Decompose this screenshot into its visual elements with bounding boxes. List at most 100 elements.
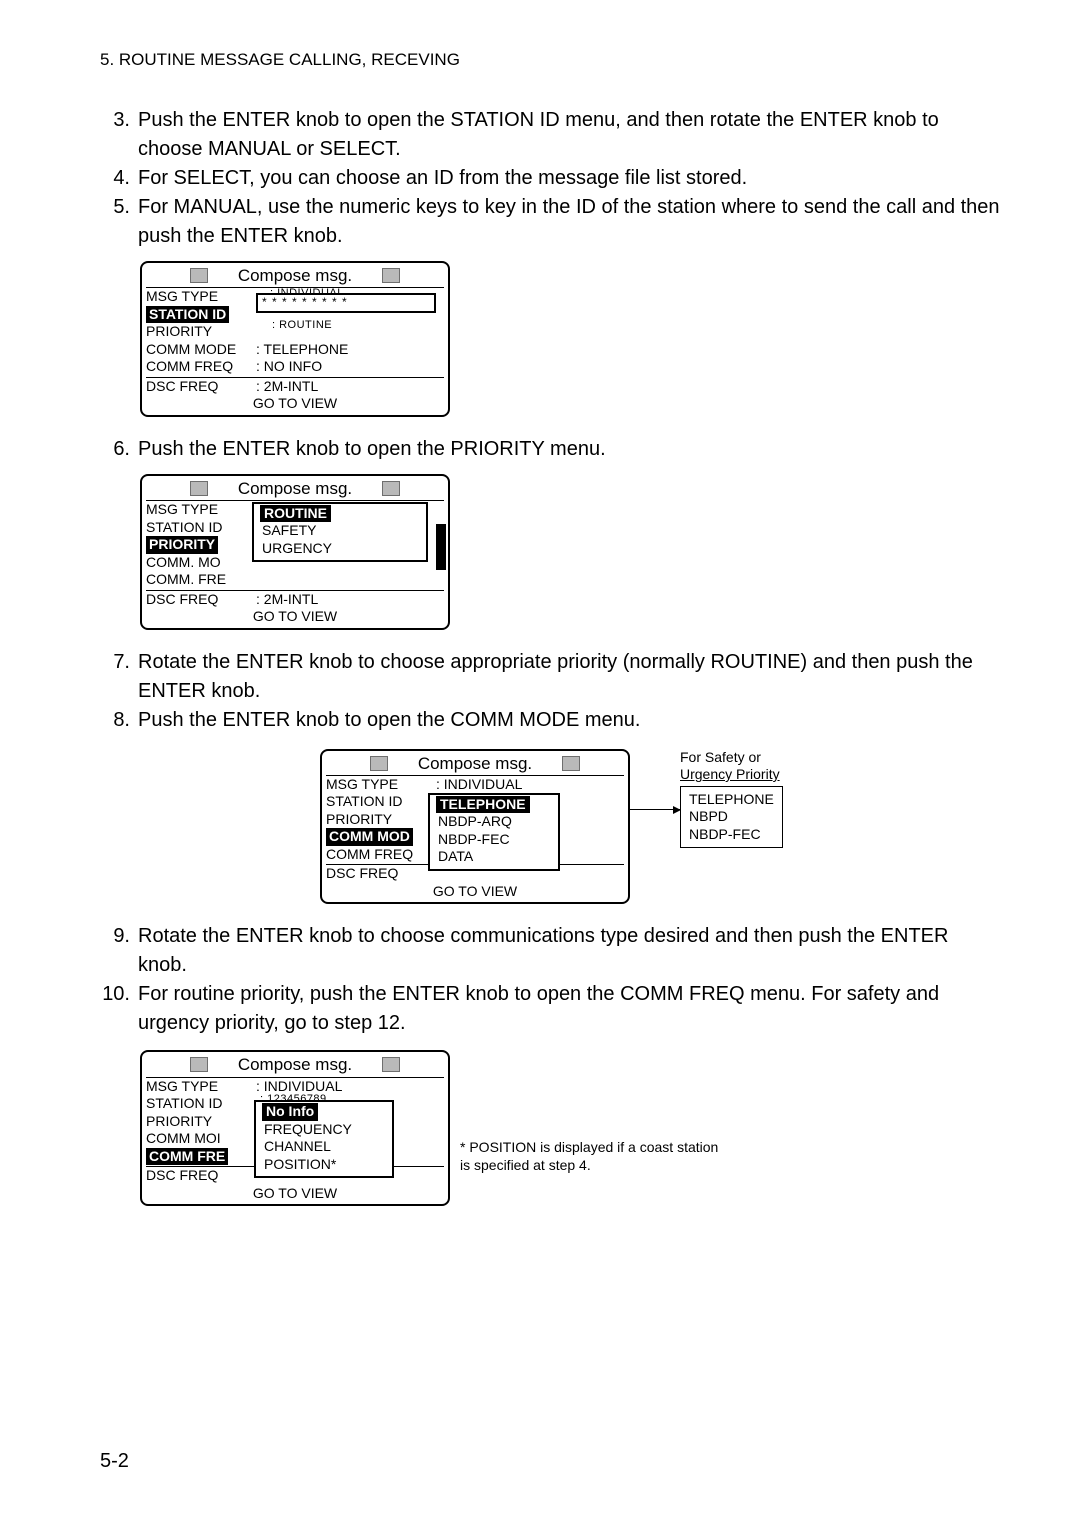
step-text: Rotate the ENTER knob to choose communic… — [138, 922, 1000, 980]
decor-square-icon — [190, 1057, 208, 1072]
lcd-fig3: Compose msg. MSG TYPE : INDIVIDUAL STATI… — [320, 749, 630, 905]
decor-square-icon — [382, 1057, 400, 1072]
lcd-footer[interactable]: GO TO VIEW — [146, 608, 444, 626]
label: DSC FREQ — [146, 1167, 256, 1185]
value: : NO INFO — [256, 358, 444, 376]
lcd-footer[interactable]: GO TO VIEW — [146, 1185, 444, 1203]
step-9: 9. Rotate the ENTER knob to choose commu… — [100, 922, 1000, 980]
step-text: For SELECT, you can choose an ID from th… — [138, 164, 1000, 193]
label: COMM. MO — [146, 554, 256, 572]
popup-selected[interactable]: No Info — [262, 1103, 318, 1121]
row-priority: PRIORITY : ROUTINE — [146, 323, 444, 341]
lcd-title: Compose msg. — [146, 478, 444, 501]
side-column: For Safety or Urgency Priority TELEPHONE… — [680, 749, 783, 849]
popup-option[interactable]: POSITION* — [262, 1156, 386, 1174]
priority-popup[interactable]: ROUTINE SAFETY URGENCY — [252, 502, 428, 563]
row-dscfreq: DSC FREQ : 2M-INTL — [146, 591, 444, 609]
step-num: 5. — [100, 193, 138, 251]
label: DSC FREQ — [326, 865, 436, 883]
popup-selected[interactable]: TELEPHONE — [436, 796, 530, 814]
row-commmode: COMM MODE : TELEPHONE — [146, 341, 444, 359]
label: COMM MODE — [146, 341, 256, 359]
decor-square-icon — [382, 481, 400, 496]
decor-square-icon — [190, 481, 208, 496]
label-selected: STATION ID — [146, 306, 256, 324]
step-num: 8. — [100, 706, 138, 735]
step-text: For MANUAL, use the numeric keys to key … — [138, 193, 1000, 251]
side-option: NBDP-FEC — [689, 826, 774, 844]
decor-square-icon — [370, 756, 388, 771]
lcd-footer[interactable]: GO TO VIEW — [326, 883, 624, 901]
popup-option[interactable]: NBDP-ARQ — [436, 813, 552, 831]
side-options-box: TELEPHONE NBPD NBDP-FEC — [680, 786, 783, 849]
step-num: 3. — [100, 106, 138, 164]
lcd-title-text: Compose msg. — [418, 753, 532, 774]
side-option: NBPD — [689, 808, 774, 826]
step-7: 7. Rotate the ENTER knob to choose appro… — [100, 648, 1000, 706]
step-4: 4. For SELECT, you can choose an ID from… — [100, 164, 1000, 193]
label: PRIORITY — [326, 811, 436, 829]
station-id-input[interactable]: * * * * * * * * * — [256, 293, 436, 313]
step-num: 4. — [100, 164, 138, 193]
value: : INDIVIDUAL — [436, 776, 624, 794]
step-num: 9. — [100, 922, 138, 980]
popup-option[interactable]: SAFETY — [260, 522, 420, 540]
popup-option[interactable]: DATA — [436, 848, 552, 866]
row-dscfreq: DSC FREQ : 2M-INTL — [146, 378, 444, 396]
label: COMM FREQ — [146, 358, 256, 376]
step-text: Push the ENTER knob to open the PRIORITY… — [138, 435, 1000, 464]
row-commfreq: COMM FREQ : NO INFO — [146, 358, 444, 376]
figure-4-footnote: * POSITION is displayed if a coast stati… — [460, 1138, 720, 1174]
lcd-fig1: Compose msg. MSG TYPE : INDIVIDUAL STATI… — [140, 261, 450, 417]
lcd-fig2: Compose msg. MSG TYPE STATION ID PRIORIT… — [140, 474, 450, 630]
popup-option[interactable]: FREQUENCY — [262, 1121, 386, 1139]
lcd-footer[interactable]: GO TO VIEW — [146, 395, 444, 413]
label: STATION ID — [146, 1095, 256, 1113]
lcd-title: Compose msg. — [146, 1054, 444, 1077]
popup-option[interactable]: NBDP-FEC — [436, 831, 552, 849]
label-selected: COMM MOD — [326, 828, 436, 846]
popup-selected[interactable]: ROUTINE — [260, 505, 331, 523]
figure-2: Compose msg. MSG TYPE STATION ID PRIORIT… — [100, 474, 1000, 630]
lcd-title: Compose msg. — [326, 753, 624, 776]
decor-square-icon — [562, 756, 580, 771]
page-header: 5. ROUTINE MESSAGE CALLING, RECEVING — [100, 50, 1000, 70]
label: COMM FREQ — [326, 846, 436, 864]
page: 5. ROUTINE MESSAGE CALLING, RECEVING 3. … — [0, 0, 1080, 1527]
lcd-title-text: Compose msg. — [238, 478, 352, 499]
figure-4: Compose msg. MSG TYPE : INDIVIDUAL STATI… — [100, 1050, 1000, 1206]
label: MSG TYPE — [146, 1078, 256, 1096]
label-selected: COMM FRE — [146, 1148, 256, 1166]
step-8: 8. Push the ENTER knob to open the COMM … — [100, 706, 1000, 735]
step-3: 3. Push the ENTER knob to open the STATI… — [100, 106, 1000, 164]
label: MSG TYPE — [326, 776, 436, 794]
step-text: Push the ENTER knob to open the STATION … — [138, 106, 1000, 164]
page-number: 5-2 — [100, 1450, 129, 1473]
step-text: For routine priority, push the ENTER kno… — [138, 980, 1000, 1038]
label-selected: PRIORITY — [146, 536, 256, 554]
figure-3: Compose msg. MSG TYPE : INDIVIDUAL STATI… — [320, 749, 1000, 905]
step-6: 6. Push the ENTER knob to open the PRIOR… — [100, 435, 1000, 464]
label: STATION ID — [326, 793, 436, 811]
label: DSC FREQ — [146, 378, 256, 396]
label: PRIORITY — [146, 1113, 256, 1131]
commfreq-popup[interactable]: No Info FREQUENCY CHANNEL POSITION* — [254, 1100, 394, 1178]
value: : 2M-INTL — [256, 378, 444, 396]
arrow-connector — [630, 749, 680, 810]
popup-option[interactable]: URGENCY — [260, 540, 420, 558]
lcd-title-text: Compose msg. — [238, 265, 352, 286]
label: DSC FREQ — [146, 591, 256, 609]
commmode-popup[interactable]: TELEPHONE NBDP-ARQ NBDP-FEC DATA — [428, 793, 560, 871]
popup-option[interactable]: CHANNEL — [262, 1138, 386, 1156]
figure-1: Compose msg. MSG TYPE : INDIVIDUAL STATI… — [100, 261, 1000, 417]
side-caption: For Safety or Urgency Priority — [680, 749, 783, 784]
step-text: Push the ENTER knob to open the COMM MOD… — [138, 706, 1000, 735]
lcd-title-text: Compose msg. — [238, 1054, 352, 1075]
label: COMM MOI — [146, 1130, 256, 1148]
lcd-fig4: Compose msg. MSG TYPE : INDIVIDUAL STATI… — [140, 1050, 450, 1206]
value: : 2M-INTL — [256, 591, 444, 609]
hidden-value: : ROUTINE — [272, 319, 332, 333]
step-num: 6. — [100, 435, 138, 464]
side-option: TELEPHONE — [689, 791, 774, 809]
decor-square-icon — [382, 268, 400, 283]
